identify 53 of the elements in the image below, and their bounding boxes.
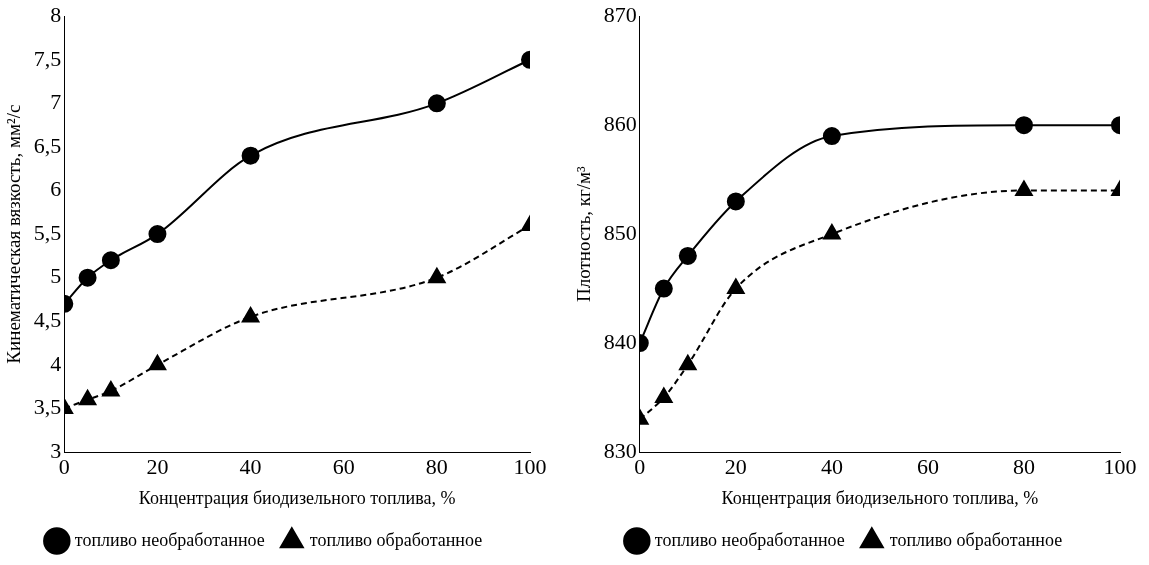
legend-label: топливо обработанное xyxy=(309,529,483,550)
x-tick-label: 20 xyxy=(724,453,747,479)
point xyxy=(678,246,697,265)
x-axis-title: Концентрация биодизельного топлива, % xyxy=(721,487,1039,508)
point xyxy=(101,251,120,270)
x-tick-label: 80 xyxy=(425,453,448,479)
y-tick-label: 870 xyxy=(603,1,637,27)
y-tick-label: 4 xyxy=(50,350,62,376)
point xyxy=(654,279,673,298)
point xyxy=(241,306,260,323)
x-tick-label: 60 xyxy=(332,453,355,479)
x-tick-label: 60 xyxy=(916,453,939,479)
point xyxy=(78,268,97,287)
y-tick-label: 840 xyxy=(603,328,637,354)
point xyxy=(78,389,97,406)
x-tick-label: 100 xyxy=(513,453,547,479)
y-tick-label: 830 xyxy=(603,437,637,463)
point xyxy=(148,225,167,244)
y-axis-title: Кинематическая вязкость, мм²/с xyxy=(3,104,25,364)
y-tick-label: 5,5 xyxy=(33,219,62,245)
x-tick-label: 80 xyxy=(1012,453,1035,479)
y-tick-label: 5 xyxy=(50,263,62,289)
y-tick-label: 850 xyxy=(603,219,637,245)
point xyxy=(655,387,673,404)
point xyxy=(102,380,120,397)
point xyxy=(726,192,745,211)
point xyxy=(822,127,841,146)
y-tick-label: 6,5 xyxy=(33,132,62,158)
y-tick-label: 4,5 xyxy=(33,307,62,333)
y-tick-label: 6 xyxy=(50,176,62,202)
legend-label: топливо необработанное xyxy=(654,529,845,550)
y-tick-label: 7,5 xyxy=(33,45,62,71)
x-tick-label: 100 xyxy=(1103,453,1137,479)
point xyxy=(679,354,697,371)
point xyxy=(241,146,260,165)
x-axis-title: Концентрация биодизельного топлива, % xyxy=(138,487,456,508)
y-tick-label: 3,5 xyxy=(33,394,62,420)
y-tick-label: 860 xyxy=(603,110,637,136)
point xyxy=(727,278,745,295)
point xyxy=(1014,116,1033,135)
y-axis-title: Плотность, кг/м³ xyxy=(573,165,595,303)
y-tick-label: 8 xyxy=(50,1,62,27)
point xyxy=(823,224,841,240)
point xyxy=(1015,180,1033,197)
x-tick-label: 40 xyxy=(820,453,843,479)
x-tick-label: 20 xyxy=(146,453,169,479)
legend-label: топливо необработанное xyxy=(74,529,265,550)
legend-label: топливо обработанное xyxy=(889,529,1063,550)
point xyxy=(148,354,167,371)
x-tick-label: 40 xyxy=(239,453,262,479)
point xyxy=(427,94,446,113)
y-tick-label: 7 xyxy=(50,89,62,115)
point xyxy=(428,267,446,284)
